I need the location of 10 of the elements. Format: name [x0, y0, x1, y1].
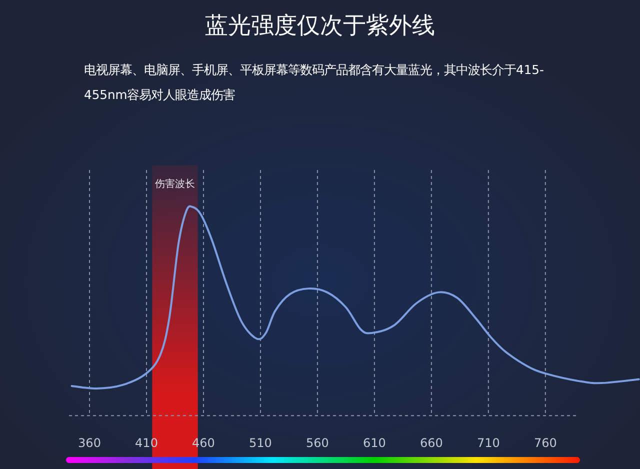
band-label: 伤害波长: [154, 178, 195, 190]
x-tick-label: 560: [306, 436, 329, 450]
x-tick-label: 610: [362, 436, 386, 450]
x-tick-label: 510: [249, 436, 272, 450]
chart-title: 蓝光强度仅次于紫外线: [205, 13, 435, 39]
x-tick-label: 710: [476, 436, 500, 450]
chart-subtitle: 电视屏幕、电脑屏、手机屏、平板屏幕等数码产品都含有大量蓝光，其中波长介于415-455nm容易对人眼造成伤害: [84, 62, 545, 104]
x-tick-label: 660: [420, 436, 443, 450]
x-tick-label: 360: [78, 436, 101, 450]
x-tick-label: 760: [534, 436, 557, 450]
